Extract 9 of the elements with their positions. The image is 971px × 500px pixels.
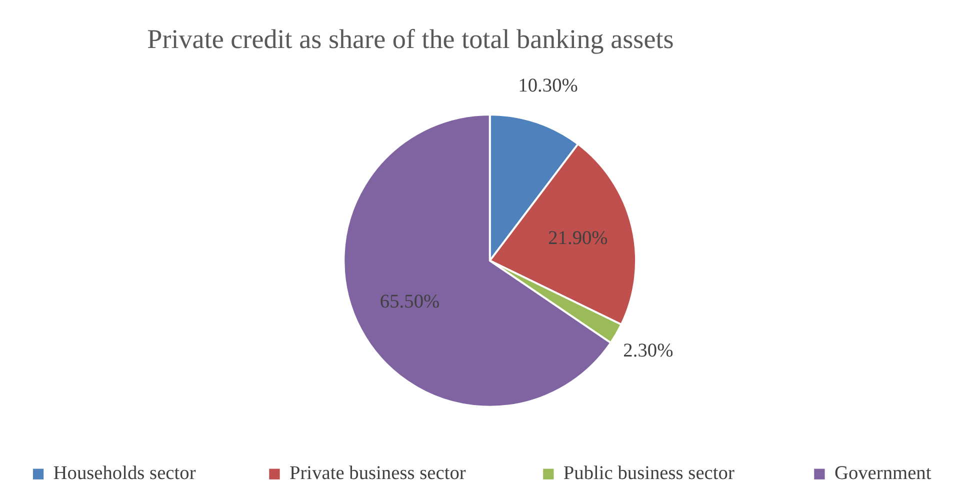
data-label: 21.90%	[548, 228, 608, 249]
data-label: 10.30%	[518, 76, 578, 97]
legend-label: Government	[834, 463, 932, 484]
data-label: 65.50%	[380, 291, 440, 312]
legend-label: Households sector	[53, 463, 196, 484]
data-label: 2.30%	[623, 340, 674, 362]
chart-title: Private credit as share of the total banking assets	[147, 24, 674, 54]
legend-label: Public business sector	[563, 463, 735, 484]
legend-label: Private business sector	[289, 463, 466, 484]
